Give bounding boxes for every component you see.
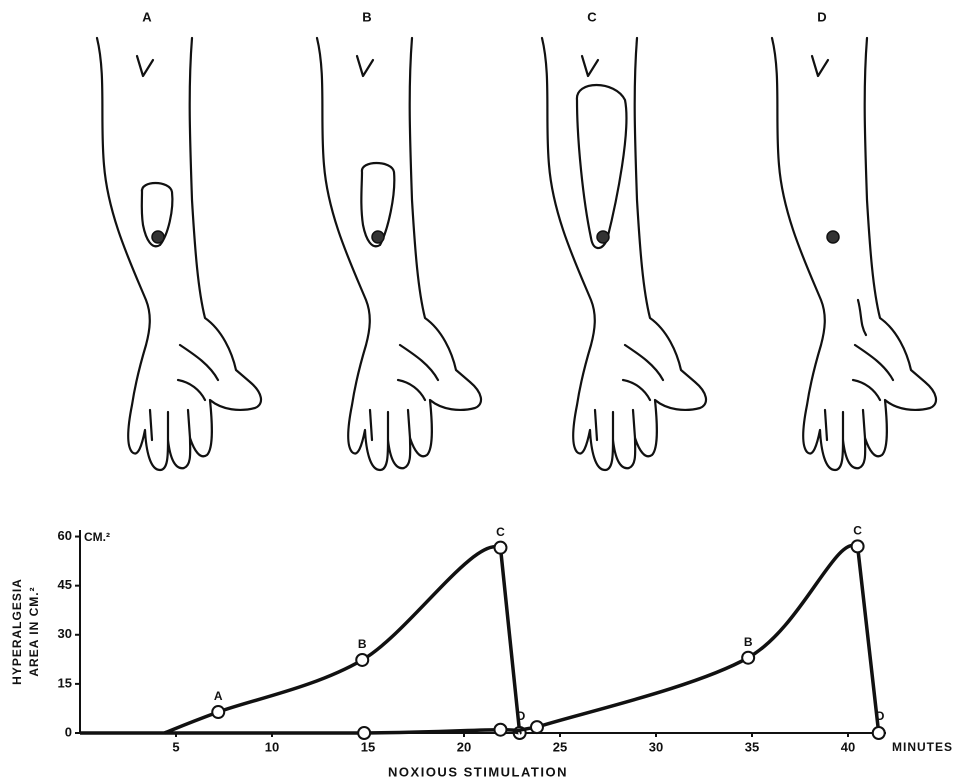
arm-drawing [770,36,938,472]
stimulus-spot [826,230,840,244]
panel-label: B [362,9,371,24]
x-unit: MINUTES [892,740,953,754]
arm-drawing [315,36,483,472]
stimulus-spot [371,230,385,244]
x-tick-label: 25 [553,739,567,754]
y-axis-title: HYPERALGESIA [10,578,24,685]
point-marker [493,540,508,555]
point-marker [355,652,370,667]
curve [513,543,881,735]
arm-panel: D [770,9,938,472]
arm-drawing [540,36,708,472]
x-axis-title: NOXIOUS STIMULATION [388,764,568,779]
wrist-mark [856,298,868,337]
y-tick-label: 30 [58,626,72,641]
x-tick-label: 30 [649,739,663,754]
y-tick-label: 15 [58,675,72,690]
stimulus-spot [151,230,165,244]
point-marker [871,726,886,740]
chart: 0 15 30 45 60 5 10 15 20 25 30 35 40 CM.² MINUTES NOXIO… [10,524,953,780]
x-tick-label: 35 [745,739,759,754]
point-label: C [496,525,505,539]
y-axis-title: AREA IN CM.² [27,586,41,676]
point-label: C [853,524,862,538]
point-marker [493,722,508,737]
point-label: A [214,689,223,703]
hyperalgesia-area [575,83,628,250]
arm-panel: A [95,9,263,472]
arm-illustrations: A B C D [95,9,938,472]
y-tick-label: 0 [65,724,72,739]
hyperalgesia-area [140,181,174,248]
point-marker [529,720,544,735]
hyperalgesia-area [360,161,396,248]
y-tick-label: 45 [58,577,72,592]
point-marker [850,539,865,554]
panel-label: C [587,9,597,24]
y-unit: CM.² [84,530,110,544]
point-label: D [876,709,885,723]
arm-panel: C [540,9,708,472]
x-tick-label: 5 [172,739,179,754]
stimulus-spot [596,230,610,244]
y-tick-label: 60 [58,528,72,543]
point-marker [357,726,372,740]
point-marker [211,705,226,720]
panel-label: A [142,9,152,24]
x-tick-label: 20 [457,739,471,754]
point-label: B [358,637,367,651]
curve [79,727,521,735]
x-tick-label: 10 [265,739,279,754]
point-marker [741,650,756,665]
arm-panel: B [315,9,483,472]
arm-drawing [95,36,263,472]
curve [163,544,522,735]
x-tick-label: 40 [841,739,855,754]
point-label: B [744,635,753,649]
point-label: D [517,709,526,723]
x-tick-label: 15 [361,739,375,754]
panel-label: D [817,9,826,24]
